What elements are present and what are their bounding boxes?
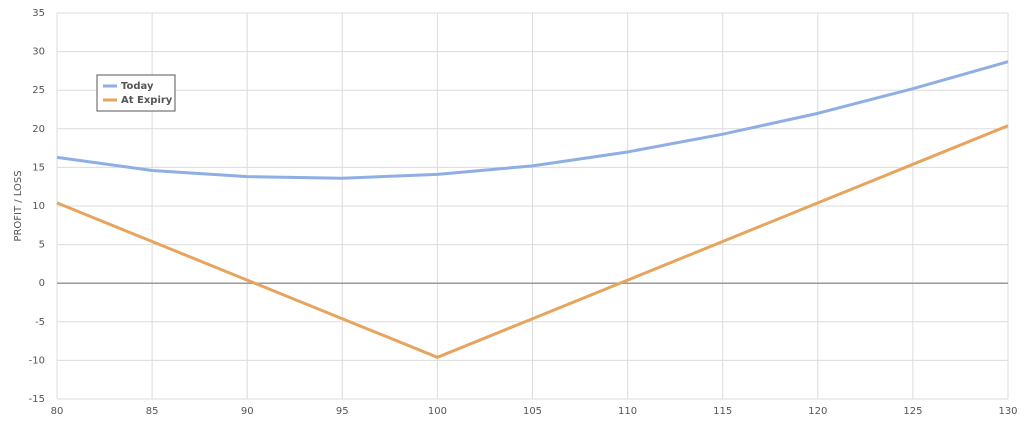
x-tick-label: 95 <box>336 406 349 417</box>
legend-label: At Expiry <box>121 95 173 106</box>
y-axis-label: PROFIT / LOSS <box>13 170 24 241</box>
x-tick-label: 110 <box>618 406 637 417</box>
y-tick-label: -10 <box>29 355 45 366</box>
y-tick-label: 25 <box>32 85 45 96</box>
y-tick-label: 10 <box>32 201 45 212</box>
legend-label: Today <box>121 81 154 92</box>
series-line <box>56 124 1009 359</box>
y-tick-label: 0 <box>39 278 45 289</box>
x-tick-label: 80 <box>51 406 64 417</box>
y-tick-label: -15 <box>29 394 45 405</box>
y-tick-label: 35 <box>32 8 45 19</box>
x-tick-label: 90 <box>241 406 254 417</box>
x-tick-label: 85 <box>146 406 159 417</box>
y-tick-label: -5 <box>35 317 45 328</box>
x-tick-label: 125 <box>903 406 922 417</box>
x-tick-label: 105 <box>523 406 542 417</box>
y-tick-label: 30 <box>32 47 45 58</box>
y-tick-label: 20 <box>32 124 45 135</box>
series-line <box>56 60 1009 180</box>
x-tick-label: 115 <box>713 406 732 417</box>
x-tick-label: 120 <box>808 406 827 417</box>
legend-box <box>96 74 176 112</box>
y-tick-label: 5 <box>39 240 45 251</box>
x-tick-label: 130 <box>998 406 1017 417</box>
y-tick-label: 15 <box>32 162 45 173</box>
x-tick-label: 100 <box>428 406 447 417</box>
